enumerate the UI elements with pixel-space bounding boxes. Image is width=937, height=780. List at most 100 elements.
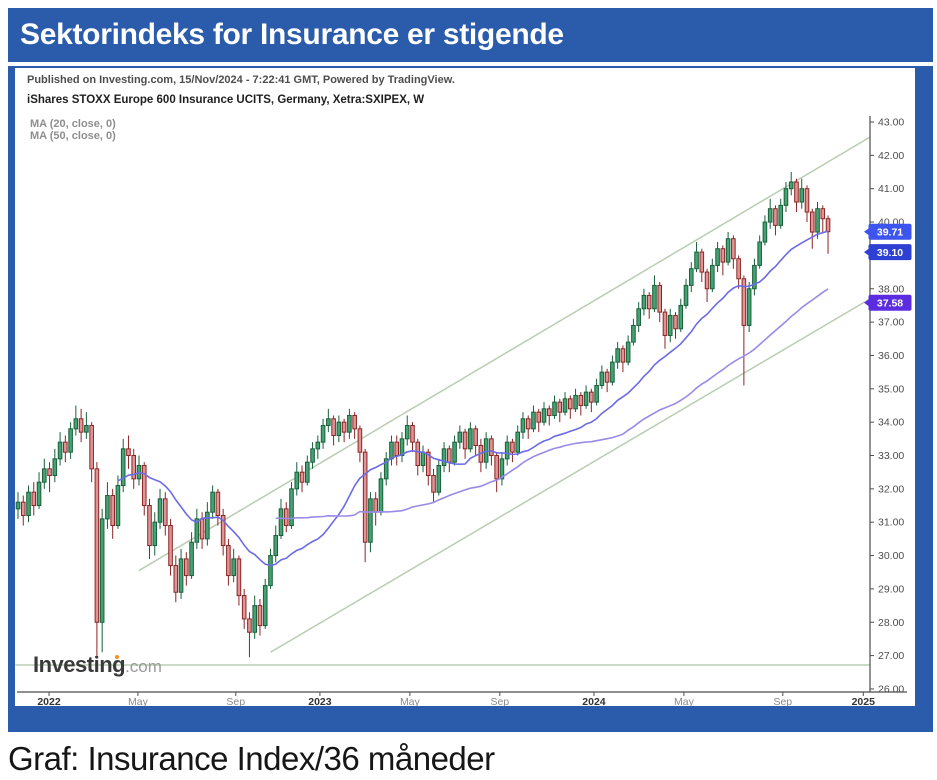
candle <box>226 545 231 577</box>
candle <box>410 424 415 443</box>
candle <box>468 428 473 450</box>
ma50-line <box>275 288 829 520</box>
candle <box>631 324 636 343</box>
candle <box>184 558 189 577</box>
ma20-label: MA (20, close, 0) <box>30 118 116 130</box>
candle <box>736 258 741 280</box>
x-tick-label: 2023 <box>308 696 332 706</box>
candle <box>746 288 752 326</box>
candle <box>520 418 526 433</box>
candle <box>205 511 210 540</box>
candle <box>804 188 810 213</box>
candle <box>794 181 799 203</box>
candle <box>573 394 578 410</box>
candle <box>299 471 305 483</box>
candle <box>252 605 257 633</box>
candle <box>504 441 510 460</box>
candle <box>678 304 684 330</box>
investing-watermark: Investing.com <box>33 652 162 678</box>
candle <box>809 211 815 233</box>
y-tick-label: 34.00 <box>878 417 904 429</box>
candle <box>757 241 762 266</box>
candle <box>657 284 663 313</box>
price-badge-ma20-value <box>868 244 912 261</box>
x-tick-label: May <box>400 696 421 706</box>
x-tick-label: 2024 <box>582 696 606 706</box>
candle <box>462 431 468 450</box>
price-badge-last-price <box>868 223 912 240</box>
candle <box>583 391 589 406</box>
candle <box>825 218 831 233</box>
x-tick-label: Sep <box>226 696 245 706</box>
candle <box>610 361 615 383</box>
y-tick-label: 28.00 <box>878 617 904 629</box>
candle <box>741 278 747 326</box>
x-tick-label: 2025 <box>852 696 876 706</box>
candle <box>283 508 289 527</box>
candle <box>194 518 200 543</box>
candle <box>168 525 173 567</box>
published-line: Published on Investing.com, 15/Nov/2024 … <box>27 74 455 86</box>
candle <box>652 284 657 310</box>
investing-logo-dot-icon <box>115 655 119 659</box>
candle <box>662 311 668 336</box>
candle <box>63 441 68 453</box>
candle <box>368 498 373 543</box>
candle <box>110 495 115 527</box>
candle <box>494 455 499 480</box>
channel-lower <box>270 298 871 653</box>
candle <box>783 188 789 206</box>
candle <box>499 458 505 480</box>
y-tick-label: 43.00 <box>878 117 904 129</box>
candle <box>767 208 773 223</box>
y-tick-label: 27.00 <box>878 650 904 662</box>
candle <box>52 458 58 477</box>
y-tick-label: 36.00 <box>878 350 904 362</box>
candle <box>220 515 226 547</box>
candle <box>510 441 515 453</box>
candle <box>457 431 463 443</box>
candle <box>604 371 610 383</box>
candle <box>268 555 273 587</box>
candle <box>305 461 310 483</box>
candle <box>210 491 215 513</box>
candle <box>683 284 689 306</box>
channel-upper <box>138 136 871 572</box>
candle <box>694 251 699 270</box>
candle <box>431 475 436 493</box>
candle <box>447 448 452 463</box>
candle <box>515 431 520 453</box>
candle <box>131 455 137 480</box>
candle <box>310 448 315 463</box>
candle <box>420 451 426 467</box>
candle <box>389 441 394 460</box>
candle <box>336 421 342 436</box>
candle <box>799 188 805 203</box>
price-badge-text: 39.71 <box>877 227 903 239</box>
x-tick-label: May <box>128 696 149 706</box>
figure-caption: Graf: Insurance Index/36 måneder <box>8 740 495 777</box>
candle <box>157 498 163 523</box>
candle <box>441 448 447 467</box>
candle <box>436 465 442 493</box>
candle <box>126 448 131 456</box>
instrument-line: iShares STOXX Europe 600 Insurance UCITS… <box>27 94 425 106</box>
y-tick-label: 32.00 <box>878 483 904 495</box>
candle <box>26 491 31 517</box>
candle <box>36 481 42 507</box>
candle <box>594 384 599 403</box>
candle <box>320 424 326 443</box>
candle <box>189 541 194 577</box>
ma50-label: MA (50, close, 0) <box>30 130 116 142</box>
candle <box>94 468 100 623</box>
chart-panel: 43.0042.0041.0040.0039.0038.0037.0036.00… <box>15 68 915 706</box>
candle <box>536 411 542 423</box>
candle <box>278 508 284 537</box>
candle <box>667 314 673 336</box>
candle <box>394 441 400 457</box>
investing-brand-text: Investing <box>33 652 126 677</box>
candles-layer <box>15 172 831 659</box>
candle <box>99 518 105 623</box>
candle <box>326 418 331 426</box>
price-badge-text: 39.10 <box>877 247 903 259</box>
